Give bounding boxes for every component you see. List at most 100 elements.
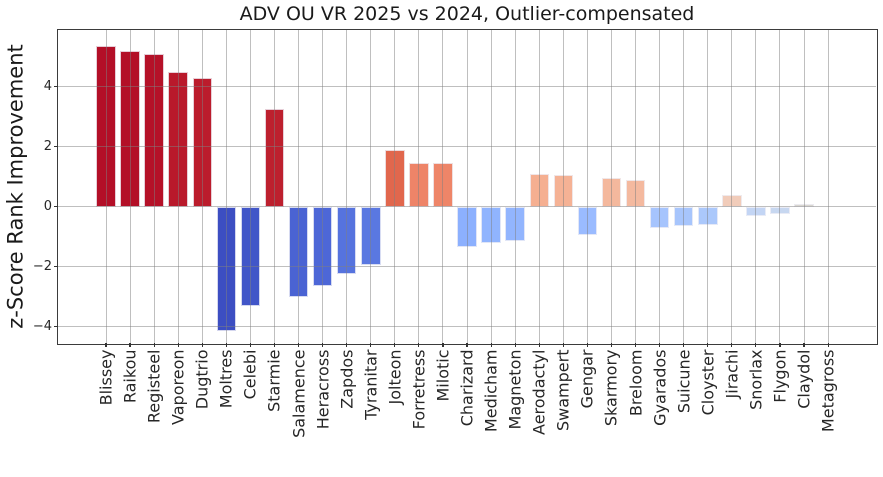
vertical-gridline <box>514 30 516 343</box>
vertical-gridline <box>129 30 131 343</box>
vertical-gridline <box>610 30 612 343</box>
y-tick-mark <box>53 146 58 148</box>
x-tick-label-raikou: Raikou <box>120 349 140 404</box>
x-tick-label-cloyster: Cloyster <box>698 349 718 416</box>
x-tick-label-breloom: Breloom <box>626 349 646 417</box>
vertical-gridline <box>803 30 805 343</box>
x-tick-mark <box>153 343 155 347</box>
vertical-gridline <box>249 30 251 343</box>
vertical-gridline <box>346 30 348 343</box>
vertical-gridline <box>298 30 300 343</box>
vertical-gridline <box>779 30 781 343</box>
y-tick-mark <box>53 266 58 268</box>
x-tick-mark <box>418 343 420 347</box>
x-tick-mark <box>442 343 444 347</box>
x-tick-label-celebi: Celebi <box>240 349 260 400</box>
vertical-gridline <box>322 30 324 343</box>
vertical-gridline <box>755 30 757 343</box>
x-tick-label-tyranitar: Tyranitar <box>361 349 381 420</box>
x-tick-mark <box>683 343 685 347</box>
x-tick-label-suicune: Suicune <box>674 349 694 414</box>
y-tick-label: 2 <box>43 138 52 154</box>
horizontal-gridline <box>58 206 876 208</box>
x-tick-label-starmie: Starmie <box>264 349 284 412</box>
x-tick-mark <box>634 343 637 347</box>
vertical-gridline <box>177 30 179 343</box>
x-tick-mark <box>586 343 588 347</box>
x-tick-mark <box>346 343 348 347</box>
x-tick-label-forretress: Forretress <box>409 349 429 430</box>
y-tick-mark <box>53 325 58 328</box>
x-tick-mark <box>731 343 733 347</box>
x-tick-label-gyarados: Gyarados <box>650 349 670 426</box>
vertical-gridline <box>105 30 107 343</box>
vertical-gridline <box>683 30 685 343</box>
x-tick-label-metagross: Metagross <box>818 349 838 433</box>
x-tick-label-registeel: Registeel <box>144 349 164 424</box>
x-tick-label-claydol: Claydol <box>794 349 814 409</box>
x-tick-mark <box>610 343 613 347</box>
x-tick-label-dugtrio: Dugtrio <box>192 349 212 410</box>
plot-area <box>56 28 878 345</box>
y-tick-label: −2 <box>32 258 52 274</box>
x-tick-mark <box>514 343 516 347</box>
x-tick-label-milotic: Milotic <box>433 349 453 402</box>
vertical-gridline <box>707 30 709 343</box>
x-tick-mark <box>779 343 781 347</box>
vertical-gridline <box>201 30 203 343</box>
vertical-gridline <box>490 30 492 343</box>
x-tick-label-swampert: Swampert <box>553 349 573 431</box>
y-axis-label: z-Score Rank Improvement <box>3 44 28 329</box>
horizontal-gridline <box>58 86 876 88</box>
x-tick-label-flygon: Flygon <box>770 349 790 403</box>
vertical-gridline <box>731 30 733 343</box>
vertical-gridline <box>418 30 420 343</box>
x-tick-mark <box>201 343 203 347</box>
x-tick-label-salamence: Salamence <box>289 349 309 438</box>
x-tick-mark <box>490 343 492 347</box>
x-tick-mark <box>273 343 276 347</box>
vertical-gridline <box>827 30 829 343</box>
y-tick-label: −4 <box>32 318 52 334</box>
x-tick-mark <box>177 343 179 347</box>
x-tick-mark <box>827 343 829 347</box>
x-tick-mark <box>562 343 564 347</box>
x-tick-label-vaporeon: Vaporeon <box>168 349 188 425</box>
x-tick-mark <box>225 343 227 347</box>
vertical-gridline <box>538 30 540 343</box>
y-tick-label: 4 <box>43 78 52 94</box>
x-tick-mark <box>129 343 131 347</box>
x-tick-mark <box>322 343 324 347</box>
vertical-gridline <box>466 30 468 343</box>
vertical-gridline <box>562 30 564 343</box>
x-tick-mark <box>803 343 805 347</box>
x-tick-label-aerodactyl: Aerodactyl <box>529 349 549 435</box>
x-tick-label-jolteon: Jolteon <box>385 349 405 405</box>
x-tick-label-skarmory: Skarmory <box>601 349 621 427</box>
x-tick-label-jirachi: Jirachi <box>722 349 742 399</box>
x-tick-mark <box>297 343 300 347</box>
vertical-gridline <box>225 30 227 343</box>
x-tick-mark <box>755 343 757 347</box>
y-tick-label: 0 <box>43 198 52 214</box>
y-tick-mark <box>53 86 58 88</box>
chart-title: ADV OU VR 2025 vs 2024, Outlier-compensa… <box>239 3 695 25</box>
x-tick-label-charizard: Charizard <box>457 349 477 427</box>
x-tick-label-heracross: Heracross <box>313 349 333 430</box>
vertical-gridline <box>442 30 444 343</box>
horizontal-gridline <box>58 146 876 148</box>
x-tick-label-medicham: Medicham <box>481 349 501 433</box>
y-tick-mark <box>53 206 58 208</box>
x-tick-mark <box>370 343 372 347</box>
x-tick-mark <box>466 343 468 347</box>
vertical-gridline <box>586 30 588 343</box>
x-tick-mark <box>707 343 709 347</box>
x-tick-label-blissey: Blissey <box>96 349 116 406</box>
x-tick-label-zapdos: Zapdos <box>337 349 357 409</box>
x-tick-mark <box>249 343 251 347</box>
x-tick-mark <box>538 343 540 347</box>
x-tick-label-snorlax: Snorlax <box>746 349 766 410</box>
vertical-gridline <box>659 30 661 343</box>
x-tick-mark <box>394 343 396 347</box>
